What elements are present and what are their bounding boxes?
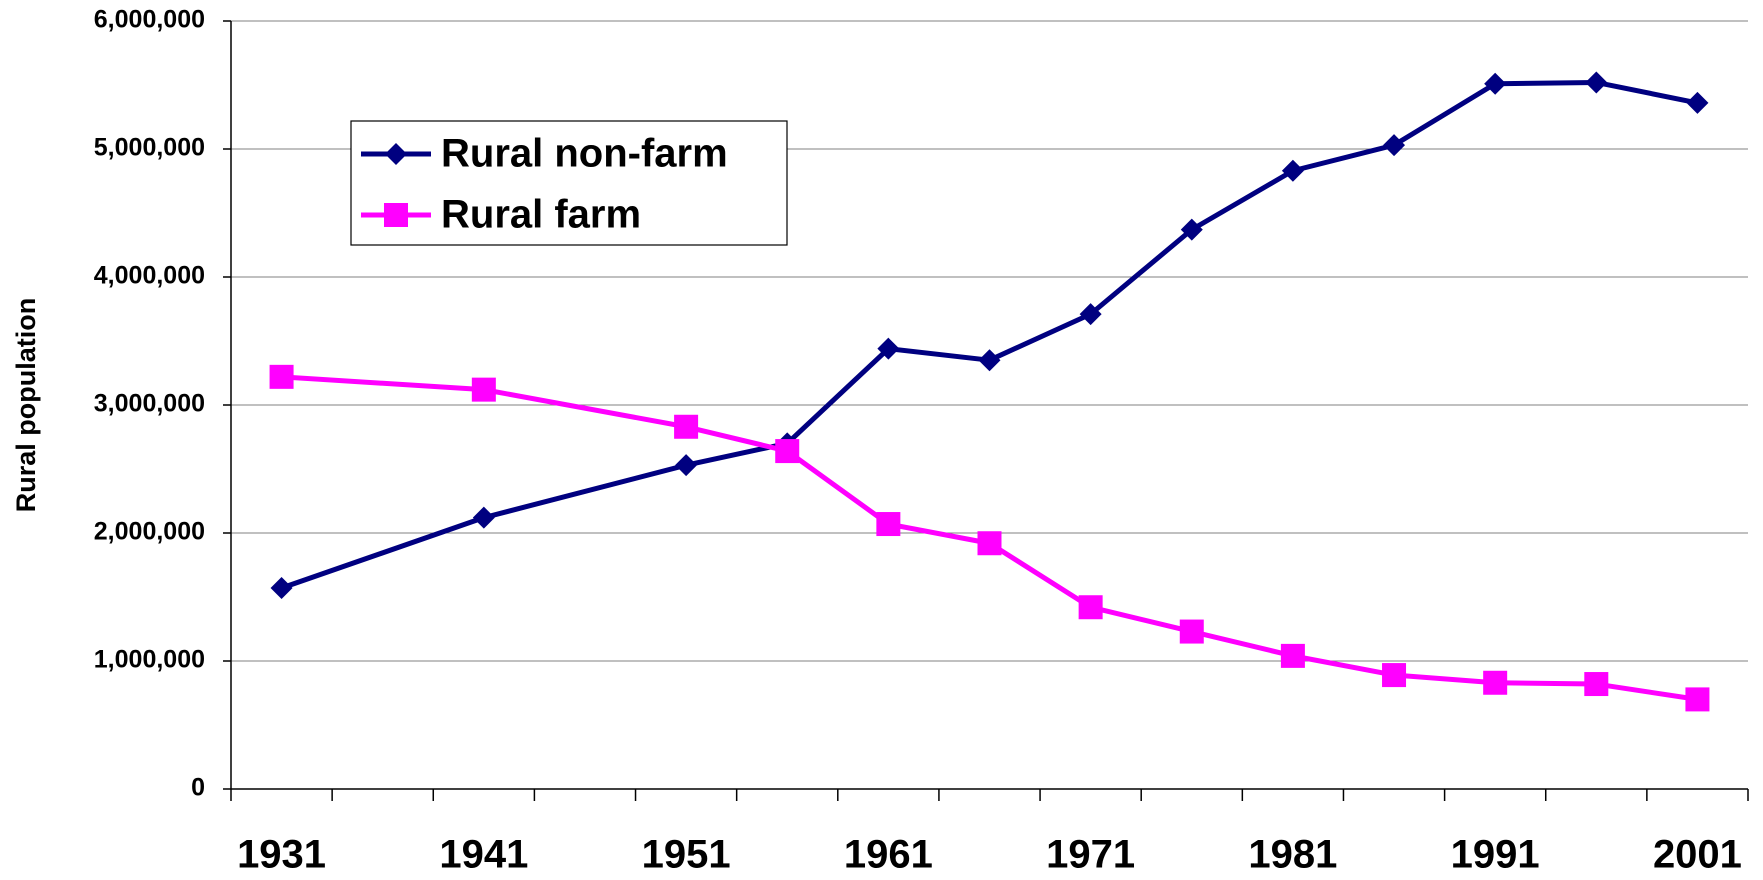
marker (675, 454, 698, 477)
marker (1281, 159, 1304, 182)
x-tick-label: 1941 (439, 833, 528, 877)
marker (1180, 218, 1203, 241)
y-tick-label: 3,000,000 (94, 390, 205, 418)
marker (1483, 670, 1508, 695)
y-tick-label: 6,000,000 (94, 6, 205, 34)
marker (1686, 91, 1709, 114)
x-tick-label: 1931 (237, 833, 326, 877)
y-tick-label: 4,000,000 (94, 262, 205, 290)
marker (674, 414, 699, 439)
legend-box (350, 120, 788, 246)
marker (385, 143, 407, 165)
x-tick-label: 1981 (1248, 833, 1337, 877)
marker (472, 506, 495, 529)
marker (269, 364, 294, 389)
y-tick-label: 1,000,000 (94, 646, 205, 674)
x-tick-label: 1951 (642, 833, 731, 877)
marker (1179, 619, 1204, 644)
x-tick-label: 2001 (1653, 833, 1742, 877)
marker (877, 337, 900, 360)
x-tick-label: 1961 (844, 833, 933, 877)
y-tick-label: 2,000,000 (94, 518, 205, 546)
x-tick-label: 1971 (1046, 833, 1135, 877)
marker (1585, 71, 1608, 94)
marker (270, 577, 293, 600)
marker (1383, 134, 1406, 157)
y-tick-label: 0 (191, 774, 205, 802)
marker (1382, 663, 1407, 688)
marker (1079, 303, 1102, 326)
y-axis-title: Rural population (11, 298, 41, 512)
marker (1078, 595, 1103, 620)
marker (1484, 72, 1507, 95)
marker (775, 439, 800, 464)
legend-label: Rural farm (441, 193, 641, 237)
marker (384, 203, 408, 227)
marker (471, 377, 496, 402)
marker (1280, 643, 1305, 668)
marker (876, 512, 901, 537)
marker (977, 531, 1002, 556)
legend-label: Rural non-farm (441, 132, 728, 176)
x-tick-label: 1991 (1451, 833, 1540, 877)
marker (1685, 687, 1710, 712)
y-tick-label: 5,000,000 (94, 134, 205, 162)
marker (1584, 672, 1609, 697)
marker (978, 349, 1001, 372)
